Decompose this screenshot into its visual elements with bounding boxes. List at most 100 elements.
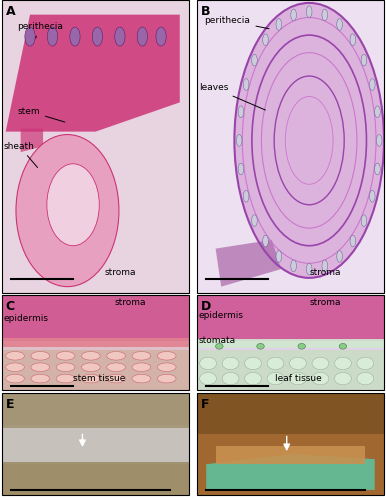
Ellipse shape <box>339 344 347 349</box>
Bar <box>2 350 189 390</box>
Ellipse shape <box>337 250 342 262</box>
Bar <box>2 392 189 428</box>
Ellipse shape <box>276 250 282 262</box>
Ellipse shape <box>234 3 384 278</box>
Ellipse shape <box>132 363 151 372</box>
Ellipse shape <box>375 106 380 118</box>
Ellipse shape <box>276 18 282 30</box>
Ellipse shape <box>243 78 249 90</box>
Ellipse shape <box>322 9 328 21</box>
Ellipse shape <box>312 372 329 385</box>
Ellipse shape <box>56 352 75 360</box>
Ellipse shape <box>200 372 217 385</box>
Ellipse shape <box>157 352 176 360</box>
Ellipse shape <box>6 363 24 372</box>
Ellipse shape <box>132 374 151 383</box>
Ellipse shape <box>31 363 50 372</box>
Polygon shape <box>6 14 180 132</box>
Text: stroma: stroma <box>309 268 341 276</box>
Text: A: A <box>6 5 15 18</box>
Ellipse shape <box>376 134 382 146</box>
Text: stem tissue: stem tissue <box>73 374 125 383</box>
Ellipse shape <box>107 363 125 372</box>
Text: D: D <box>201 300 211 313</box>
Ellipse shape <box>263 235 268 247</box>
Ellipse shape <box>263 34 268 46</box>
Ellipse shape <box>6 374 24 383</box>
Ellipse shape <box>56 374 75 383</box>
Ellipse shape <box>137 27 147 46</box>
Text: perithecia: perithecia <box>205 16 269 28</box>
Text: F: F <box>201 398 209 410</box>
Ellipse shape <box>350 34 356 46</box>
Ellipse shape <box>322 260 328 272</box>
Bar <box>215 446 365 464</box>
Polygon shape <box>206 454 375 490</box>
Ellipse shape <box>369 78 375 90</box>
Ellipse shape <box>107 374 125 383</box>
Polygon shape <box>215 240 281 286</box>
Text: stomata: stomata <box>199 336 236 345</box>
Bar <box>197 350 384 390</box>
Bar <box>2 392 189 495</box>
Text: E: E <box>6 398 14 410</box>
Ellipse shape <box>70 27 80 46</box>
Ellipse shape <box>156 27 166 46</box>
Ellipse shape <box>267 357 284 370</box>
Text: leaf tissue: leaf tissue <box>276 374 322 383</box>
Ellipse shape <box>245 357 261 370</box>
Ellipse shape <box>334 372 351 385</box>
Ellipse shape <box>290 372 306 385</box>
Bar <box>197 295 384 390</box>
Bar <box>197 0 384 292</box>
Ellipse shape <box>92 27 103 46</box>
Bar <box>2 0 189 292</box>
Bar <box>2 295 189 341</box>
Ellipse shape <box>157 363 176 372</box>
Ellipse shape <box>222 372 239 385</box>
Ellipse shape <box>81 352 100 360</box>
Bar <box>2 392 189 495</box>
Ellipse shape <box>107 352 125 360</box>
Ellipse shape <box>222 357 239 370</box>
Bar <box>2 295 189 390</box>
Ellipse shape <box>200 357 217 370</box>
Bar <box>2 0 189 292</box>
Bar <box>197 295 384 390</box>
Ellipse shape <box>267 372 284 385</box>
Text: stem: stem <box>17 106 65 122</box>
Ellipse shape <box>369 190 375 202</box>
Ellipse shape <box>306 6 312 18</box>
Bar <box>2 295 189 390</box>
Ellipse shape <box>361 215 367 226</box>
Ellipse shape <box>350 235 356 247</box>
Text: stroma: stroma <box>114 298 146 307</box>
Ellipse shape <box>216 344 223 349</box>
Text: epidermis: epidermis <box>4 314 49 324</box>
Ellipse shape <box>236 134 242 146</box>
Ellipse shape <box>312 357 329 370</box>
Ellipse shape <box>291 260 296 272</box>
Ellipse shape <box>47 164 99 246</box>
Text: B: B <box>201 5 210 18</box>
Ellipse shape <box>290 357 306 370</box>
Ellipse shape <box>157 374 176 383</box>
Ellipse shape <box>337 18 342 30</box>
Ellipse shape <box>81 363 100 372</box>
Ellipse shape <box>238 163 244 175</box>
Bar <box>2 462 189 495</box>
Text: perithecia: perithecia <box>17 22 63 38</box>
Bar <box>2 338 189 347</box>
Ellipse shape <box>25 27 35 46</box>
Ellipse shape <box>6 352 24 360</box>
Bar <box>197 392 384 495</box>
Ellipse shape <box>16 134 119 286</box>
Ellipse shape <box>238 106 244 118</box>
Ellipse shape <box>257 344 264 349</box>
Text: leaves: leaves <box>199 83 266 110</box>
Polygon shape <box>21 128 43 152</box>
Ellipse shape <box>81 374 100 383</box>
Ellipse shape <box>252 54 257 66</box>
Bar <box>197 392 384 434</box>
Ellipse shape <box>306 263 312 275</box>
